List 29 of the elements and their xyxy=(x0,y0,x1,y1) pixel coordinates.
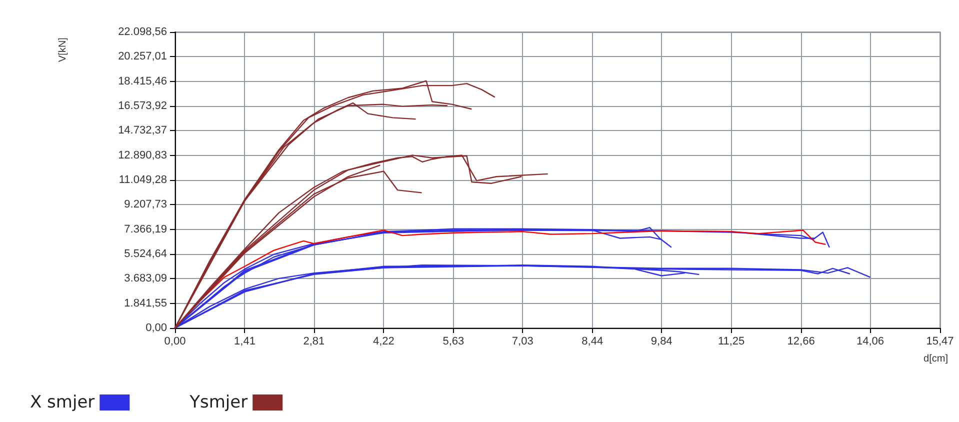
y-tick-label: 20.257,01 xyxy=(118,50,167,63)
x-tick-label: 15,47 xyxy=(926,336,954,348)
legend-label: Ysmjer xyxy=(188,392,248,412)
y-tick-label: 0,00 xyxy=(146,322,167,334)
y-tick-label: 1.841,55 xyxy=(124,297,167,310)
x-tick-label: 2,81 xyxy=(303,336,325,348)
y-tick-label: 3.683,09 xyxy=(124,272,167,285)
y-tick-label: 5.524,64 xyxy=(124,248,167,260)
x-tick-label: 9,84 xyxy=(650,336,672,348)
y-tick-label: 11.049,28 xyxy=(118,174,167,186)
x-tick-label: 1,41 xyxy=(234,336,256,348)
y-tick-label: 12.890,83 xyxy=(118,149,167,162)
x-tick-label: 8,44 xyxy=(582,336,604,348)
y-tick-label: 18.415,46 xyxy=(118,75,167,88)
x-tick-label: 14,06 xyxy=(856,336,884,348)
x-tick-label: 0,00 xyxy=(164,336,186,348)
y-tick-label: 22.098,56 xyxy=(118,26,167,38)
legend-label: X smjer xyxy=(30,392,95,412)
y-axis-title: V[kN] xyxy=(58,37,68,62)
x-tick-label: 7,03 xyxy=(512,336,534,348)
x-tick-label: 11,25 xyxy=(718,336,745,348)
x-tick-label: 5,63 xyxy=(442,336,464,348)
y-tick-label: 9.207,73 xyxy=(124,198,167,211)
y-tick-label: 14.732,37 xyxy=(118,124,167,137)
x-axis-title: d[cm] xyxy=(924,354,948,364)
y-tick-label: 16.573,92 xyxy=(118,100,167,112)
x-tick-label: 4,22 xyxy=(372,336,394,348)
y-tick-label: 7.366,19 xyxy=(124,223,167,236)
x-tick-label: 12,66 xyxy=(787,336,815,348)
